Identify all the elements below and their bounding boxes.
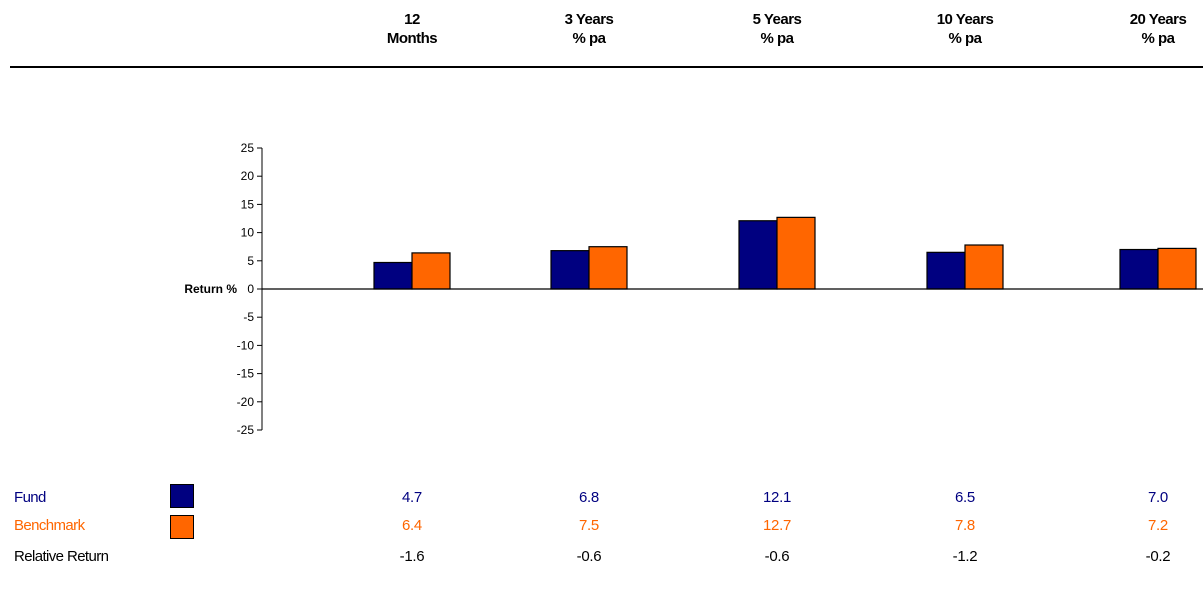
column-header-line2: % pa [572, 30, 606, 47]
column-header-3-years: 3 Years % pa [519, 10, 659, 48]
relative-return-value-10-years: -1.2 [952, 548, 978, 565]
y-tick-label: 25 [241, 141, 255, 155]
y-tick-label: -20 [237, 395, 255, 409]
fund-value-10-years: 6.5 [955, 489, 975, 506]
column-header-line1: 12 [404, 11, 420, 28]
fund-bar [926, 251, 966, 290]
column-header-line2: Months [386, 30, 438, 47]
benchmark-legend-swatch [170, 515, 194, 539]
benchmark-bar [964, 244, 1004, 290]
column-header-line2: % pa [1141, 30, 1175, 47]
y-tick-label: 20 [241, 169, 255, 183]
column-header-line1: 20 Years [1129, 11, 1187, 28]
fund-value-3-years: 6.8 [579, 489, 599, 506]
column-header-20-years: 20 Years % pa [1088, 10, 1203, 48]
fund-value-5-years: 12.1 [763, 489, 791, 506]
fund-bar [1119, 248, 1159, 290]
column-header-line2: % pa [948, 30, 982, 47]
relative-return-value-20-years: -0.2 [1145, 548, 1171, 565]
relative-return-value-12-months: -1.6 [399, 548, 425, 565]
benchmark-value-3-years: 7.5 [579, 517, 599, 534]
benchmark-bar [411, 252, 451, 290]
benchmark-bar [588, 246, 628, 290]
benchmark-value-5-years: 12.7 [763, 517, 791, 534]
column-header-12-months: 12 Months [342, 10, 482, 48]
y-tick-label: -25 [237, 423, 255, 437]
column-header-5-years: 5 Years % pa [707, 10, 847, 48]
y-axis-label: Return % [184, 282, 237, 296]
column-header-line1: 10 Years [936, 11, 994, 28]
column-header-line2: % pa [760, 30, 794, 47]
benchmark-value-20-years: 7.2 [1148, 517, 1168, 534]
header-divider [10, 66, 1203, 68]
y-tick-label: 10 [241, 226, 255, 240]
fund-value-12-months: 4.7 [402, 489, 422, 506]
fund-legend-swatch [170, 484, 194, 508]
y-tick-label: 5 [247, 254, 254, 268]
column-header-line1: 3 Years [564, 11, 614, 28]
fund-row-label: Fund [14, 489, 46, 506]
fund-bar [373, 261, 413, 290]
relative-return-row-label: Relative Return [14, 548, 109, 565]
benchmark-value-12-months: 6.4 [402, 517, 422, 534]
benchmark-bar [776, 216, 816, 290]
y-tick-label: 0 [247, 282, 254, 296]
fund-value-20-years: 7.0 [1148, 489, 1168, 506]
fund-bar [550, 250, 590, 290]
benchmark-row-label: Benchmark [14, 517, 85, 534]
column-header-line1: 5 Years [752, 11, 802, 28]
benchmark-bar [1157, 247, 1197, 290]
relative-return-value-3-years: -0.6 [576, 548, 602, 565]
fund-bar [738, 220, 778, 290]
returns-bar-chart: 25 20 15 10 5 0 -5 -10 -15 -20 -25 Return % [184, 141, 1203, 437]
benchmark-value-10-years: 7.8 [955, 517, 975, 534]
y-tick-label: -15 [237, 367, 255, 381]
y-tick-label: -10 [237, 338, 255, 352]
column-header-10-years: 10 Years % pa [895, 10, 1035, 48]
relative-return-value-5-years: -0.6 [764, 548, 790, 565]
y-tick-label: -5 [243, 310, 254, 324]
y-tick-label: 15 [241, 197, 255, 211]
